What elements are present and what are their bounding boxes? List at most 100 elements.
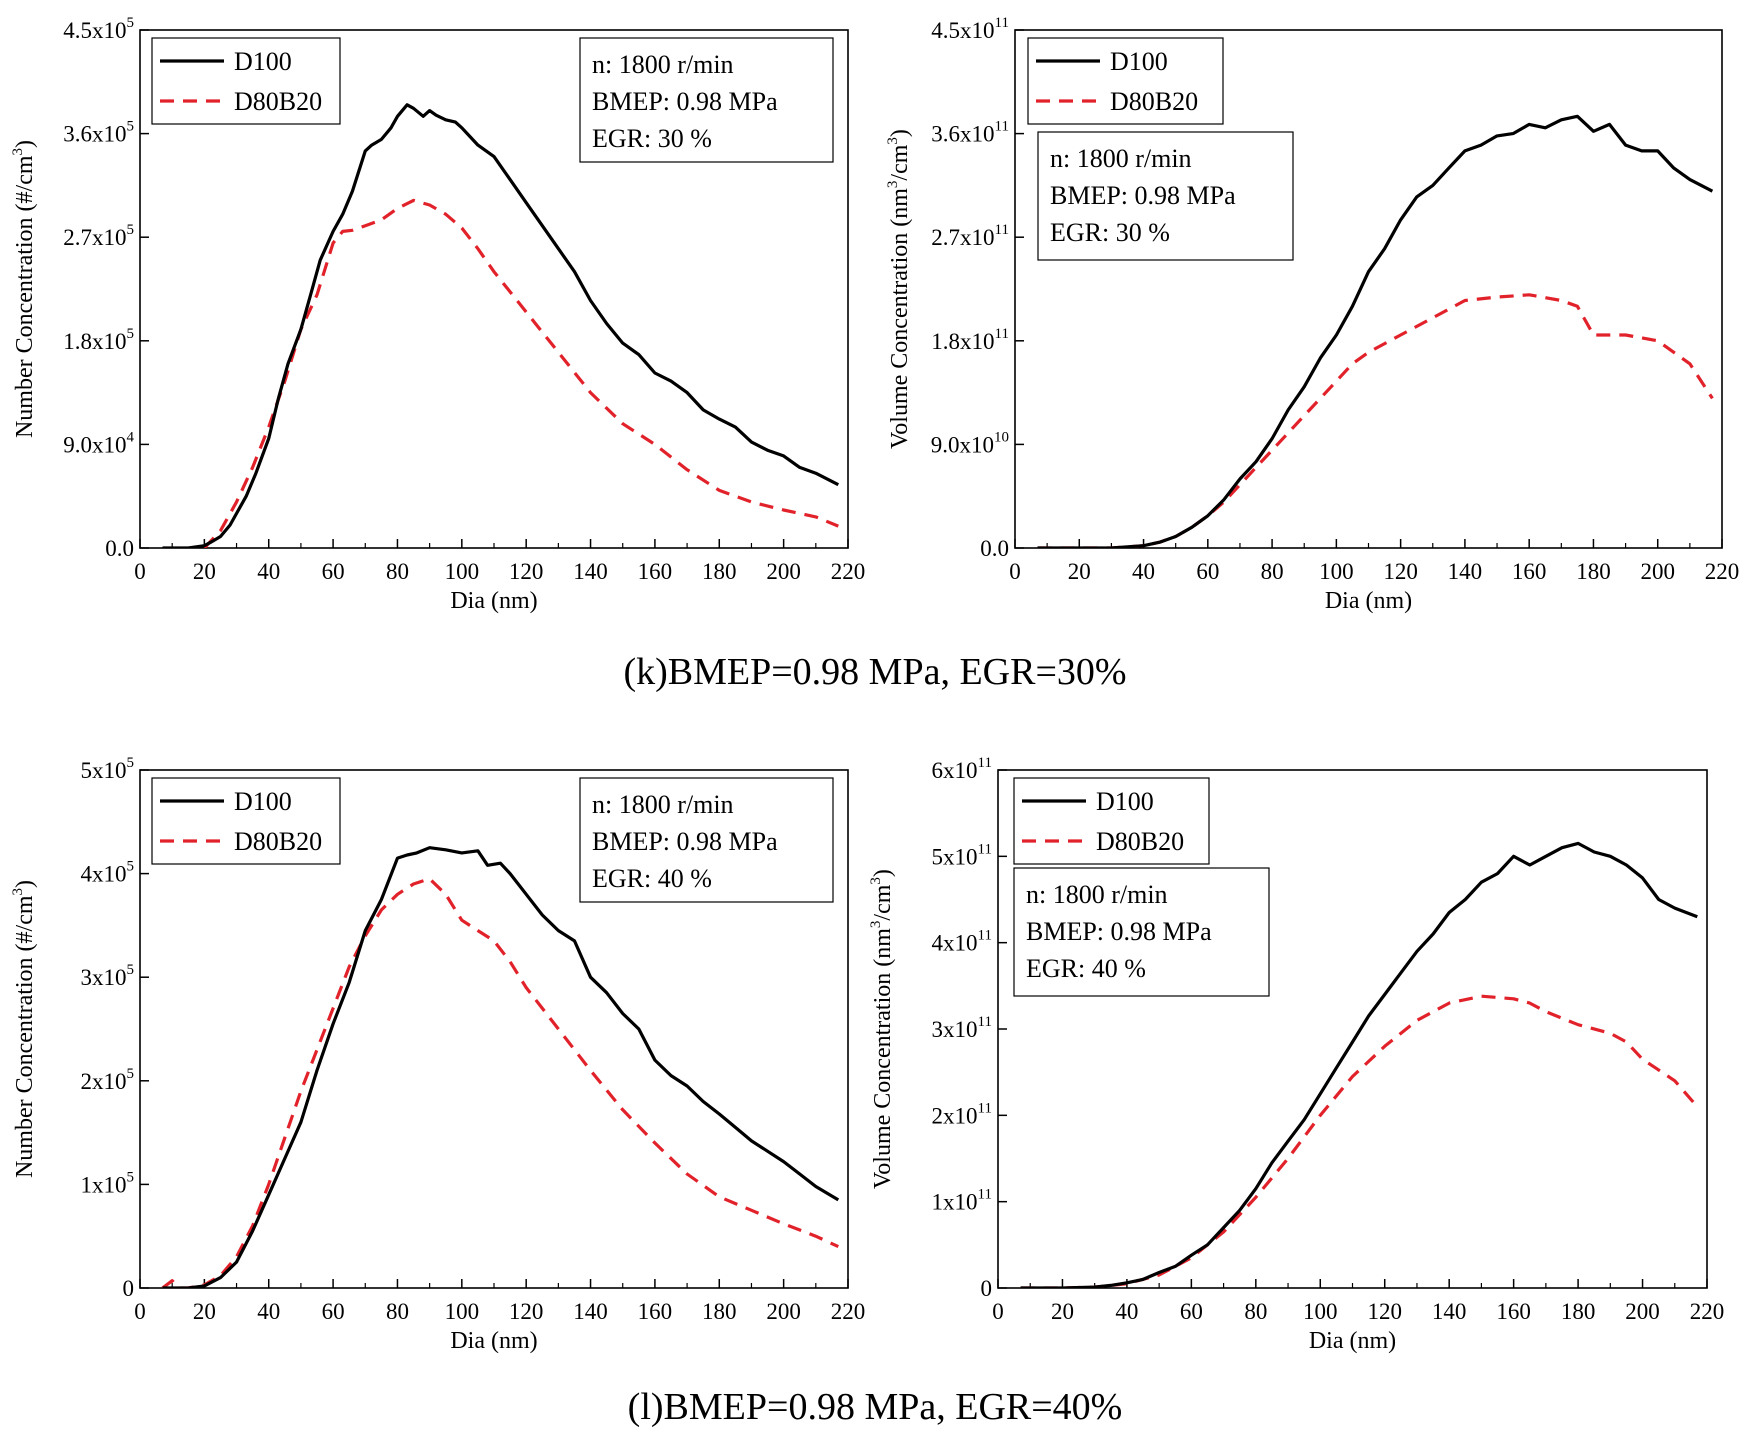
y-tick-label: 9.0x104	[63, 429, 134, 457]
legend-label-d100: D100	[1096, 787, 1154, 816]
y-tick-label: 6x1011	[932, 755, 992, 783]
y-axis-label: Number Concentration (#/cm3)	[10, 140, 38, 438]
y-axis-label: Number Concentration (#/cm3)	[10, 880, 38, 1178]
x-axis-label: Dia (nm)	[450, 588, 537, 614]
caption-k: (k)BMEP=0.98 MPa, EGR=30%	[623, 651, 1127, 693]
y-tick-label: 4.5x1011	[931, 15, 1009, 43]
y-tick-label: 0.0	[105, 536, 134, 561]
x-tick-label: 180	[702, 559, 737, 584]
x-tick-label: 20	[1068, 559, 1091, 584]
x-tick-label: 40	[257, 1299, 280, 1324]
x-tick-label: 40	[257, 559, 280, 584]
x-tick-label: 200	[1625, 1299, 1660, 1324]
annotation-line: EGR: 40 %	[1026, 954, 1146, 983]
chart-panel-k-number: 0 20 40 60 80 100 120 140 160 180 200 220 0.0 9.0x104…	[10, 15, 865, 614]
y-tick-label: 2.7x1011	[931, 222, 1009, 250]
x-tick-label: 220	[1705, 559, 1740, 584]
annotation-line: BMEP: 0.98 MPa	[592, 87, 778, 116]
series-line-d100	[162, 103, 840, 548]
x-tick-label: 100	[1303, 1299, 1338, 1324]
x-axis-label: Dia (nm)	[1309, 1328, 1396, 1354]
y-tick-label: 1.8x105	[63, 326, 134, 354]
y-tick-label: 1x105	[81, 1169, 135, 1197]
series-line-d100	[162, 846, 840, 1288]
chart-panel-l-number: 0 20 40 60 80 100 120 140 160 180 200 220 0 1x105 2x10…	[10, 755, 865, 1354]
y-axis-label: Volume Concentration (nm3/cm3)	[868, 869, 896, 1189]
x-tick-label: 180	[702, 1299, 737, 1324]
x-tick-label: 40	[1132, 559, 1155, 584]
annotation-box	[1013, 867, 1270, 997]
x-tick-label: 20	[193, 559, 216, 584]
legend-label-d100: D100	[234, 787, 292, 816]
x-tick-label: 200	[766, 1299, 801, 1324]
x-tick-label: 80	[1261, 559, 1284, 584]
annotation-line: BMEP: 0.98 MPa	[1026, 917, 1212, 946]
x-tick-label: 100	[445, 1299, 480, 1324]
caption-l: (l)BMEP=0.98 MPa, EGR=40%	[627, 1386, 1123, 1428]
x-tick-label: 160	[1496, 1299, 1531, 1324]
x-tick-label: 0	[1009, 559, 1021, 584]
x-tick-label: 220	[831, 1299, 866, 1324]
legend-box	[1013, 777, 1210, 865]
y-tick-label: 0	[981, 1276, 993, 1301]
y-tick-label: 2x1011	[932, 1100, 992, 1128]
x-tick-label: 60	[322, 1299, 345, 1324]
chart-panel-k-volume: 0 20 40 60 80 100 120 140 160 180 200 220 0.0 9.0x101…	[885, 15, 1739, 614]
y-tick-label: 4x105	[81, 859, 135, 887]
x-tick-label: 20	[1051, 1299, 1074, 1324]
y-tick-label: 2.7x105	[63, 222, 134, 250]
x-tick-label: 140	[573, 559, 608, 584]
x-tick-label: 80	[1244, 1299, 1267, 1324]
x-tick-label: 0	[134, 559, 146, 584]
legend-label-d100: D100	[1110, 47, 1168, 76]
annotation-line: n: 1800 r/min	[592, 50, 734, 79]
x-tick-label: 160	[638, 1299, 673, 1324]
x-tick-label: 40	[1115, 1299, 1138, 1324]
y-tick-label: 5x105	[81, 755, 135, 783]
x-tick-label: 160	[1512, 559, 1547, 584]
annotation-line: BMEP: 0.98 MPa	[592, 827, 778, 856]
x-tick-label: 200	[1640, 559, 1675, 584]
x-tick-label: 100	[445, 559, 480, 584]
y-tick-label: 3.6x1011	[931, 119, 1009, 147]
y-tick-label: 0.0	[980, 536, 1009, 561]
legend-label-d80b20: D80B20	[234, 87, 322, 116]
x-axis-label: Dia (nm)	[1325, 588, 1412, 614]
annotation-line: EGR: 40 %	[592, 864, 712, 893]
series-line-d100	[1037, 114, 1714, 548]
y-tick-label: 0	[123, 1276, 135, 1301]
y-tick-label: 9.0x1010	[931, 429, 1009, 457]
annotation-box	[579, 777, 834, 903]
y-tick-label: 3x105	[81, 962, 135, 990]
annotation-line: BMEP: 0.98 MPa	[1050, 181, 1236, 210]
y-tick-label: 5x1011	[932, 841, 992, 869]
x-tick-label: 120	[1367, 1299, 1402, 1324]
annotation-box	[579, 37, 834, 163]
legend-label-d100: D100	[234, 47, 292, 76]
x-tick-label: 0	[992, 1299, 1004, 1324]
x-tick-label: 140	[1448, 559, 1483, 584]
y-tick-label: 4x1011	[932, 928, 992, 956]
x-tick-label: 60	[1196, 559, 1219, 584]
annotation-line: n: 1800 r/min	[592, 790, 734, 819]
x-tick-label: 140	[573, 1299, 608, 1324]
series-line-d100	[1020, 841, 1698, 1288]
x-axis-label: Dia (nm)	[450, 1328, 537, 1354]
x-tick-label: 120	[1383, 559, 1418, 584]
annotation-line: n: 1800 r/min	[1026, 880, 1168, 909]
x-tick-label: 60	[1180, 1299, 1203, 1324]
series-line-d80b20	[203, 198, 839, 548]
y-tick-label: 1x1011	[932, 1187, 992, 1215]
x-tick-label: 120	[509, 559, 544, 584]
series-line-d80b20	[1020, 994, 1699, 1288]
x-tick-label: 100	[1319, 559, 1354, 584]
y-tick-label: 2x105	[81, 1066, 135, 1094]
y-axis-label: Volume Concentration (nm3/cm3)	[885, 129, 913, 449]
y-tick-label: 4.5x105	[63, 15, 134, 43]
x-tick-label: 180	[1576, 559, 1611, 584]
x-tick-label: 160	[638, 559, 673, 584]
legend-box	[151, 37, 341, 125]
chart-panel-l-volume: 0 20 40 60 80 100 120 140 160 180 200 220 0 1x1011 2x1…	[868, 755, 1724, 1354]
x-tick-label: 80	[386, 1299, 409, 1324]
